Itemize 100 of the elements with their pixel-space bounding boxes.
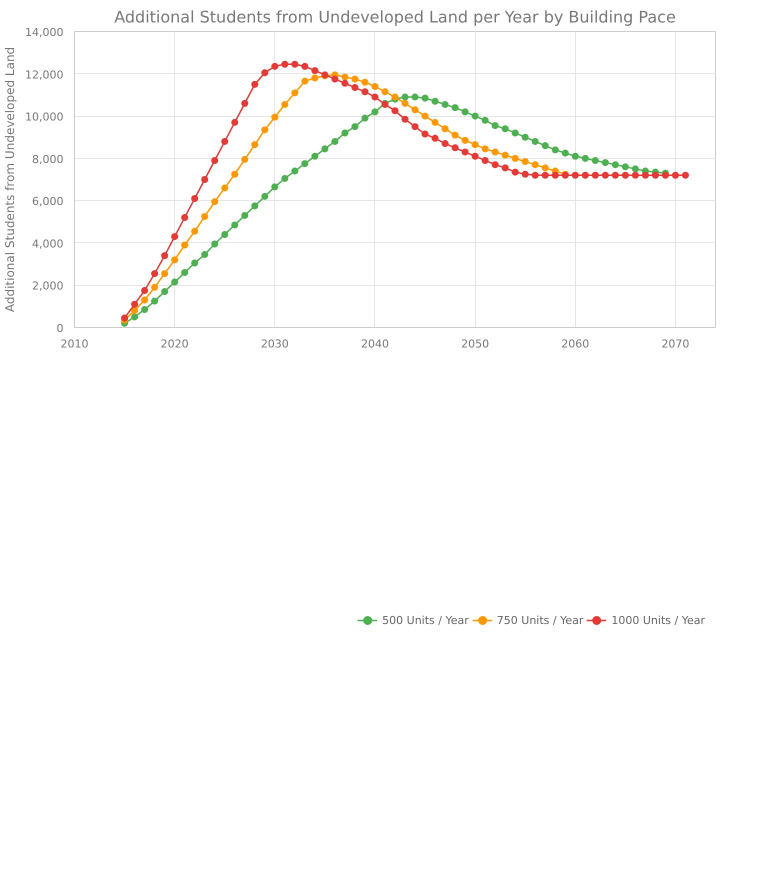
- point: [432, 134, 439, 142]
- point: [251, 202, 258, 210]
- point: [131, 313, 138, 320]
- point: [381, 88, 388, 96]
- point: [181, 214, 188, 222]
- point: [402, 100, 409, 107]
- point: [472, 152, 479, 160]
- point: [141, 287, 148, 294]
- point: [231, 118, 238, 126]
- y-tick-label: 2,000: [32, 280, 64, 293]
- point: [341, 73, 348, 80]
- point: [291, 168, 298, 175]
- point: [622, 172, 629, 179]
- point: [422, 130, 429, 138]
- y-tick-label: 14,000: [25, 26, 64, 39]
- point: [422, 94, 429, 102]
- y-axis-title: Additional Students from Undeveloped Land: [3, 46, 18, 312]
- point: [161, 270, 168, 278]
- point: [181, 269, 188, 276]
- point: [141, 296, 148, 304]
- point: [361, 88, 368, 96]
- point: [241, 100, 248, 107]
- x-tick-label: 2070: [661, 338, 690, 350]
- point: [542, 142, 549, 150]
- point: [231, 221, 238, 228]
- point: [552, 146, 559, 154]
- point: [572, 172, 579, 179]
- point: [482, 156, 489, 164]
- point: [211, 198, 218, 206]
- y-tick-label: 0: [56, 322, 64, 335]
- point: [442, 140, 449, 148]
- point: [261, 126, 268, 134]
- point: [351, 84, 358, 92]
- point: [472, 112, 479, 120]
- point: [442, 125, 449, 132]
- point: [211, 240, 218, 248]
- point: [452, 132, 459, 139]
- point: [472, 141, 479, 148]
- legend-label: 1000 Units / Year: [611, 614, 705, 626]
- y-tick-label: 6,000: [32, 195, 64, 208]
- point: [241, 156, 248, 163]
- x-tick-label: 2020: [160, 338, 189, 350]
- point: [261, 69, 268, 76]
- point: [462, 136, 469, 144]
- point: [462, 148, 469, 156]
- point: [361, 78, 368, 86]
- point: [271, 183, 278, 190]
- point: [261, 192, 268, 200]
- point: [281, 60, 288, 68]
- point: [331, 138, 338, 145]
- point: [161, 252, 168, 260]
- point: [502, 164, 509, 172]
- point: [231, 170, 238, 178]
- x-tick-label: 2060: [561, 338, 590, 350]
- point: [492, 148, 499, 156]
- y-tick-label: 10,000: [25, 110, 64, 124]
- point: [171, 233, 178, 240]
- legend-label: 500 Units / Year: [382, 614, 469, 626]
- point: [452, 104, 459, 112]
- point: [572, 152, 579, 160]
- point: [392, 107, 398, 114]
- point: [281, 174, 288, 182]
- point: [131, 307, 138, 314]
- point: [612, 161, 619, 168]
- point: [331, 76, 338, 83]
- point: [271, 62, 278, 70]
- point: [171, 278, 178, 286]
- point: [151, 284, 158, 291]
- point: [442, 100, 449, 108]
- point: [161, 288, 168, 296]
- point: [432, 118, 439, 126]
- point: [492, 122, 499, 130]
- point: [592, 156, 599, 164]
- point: [432, 98, 439, 105]
- point: [412, 94, 419, 101]
- point: [642, 172, 649, 179]
- point: [191, 260, 198, 267]
- point: [482, 145, 489, 152]
- point: [502, 152, 509, 159]
- point: [412, 106, 419, 114]
- point: [502, 125, 509, 132]
- point: [321, 145, 328, 152]
- point: [532, 161, 539, 168]
- point: [311, 152, 318, 160]
- point: [221, 184, 228, 192]
- point: [652, 172, 659, 179]
- point: [582, 154, 589, 162]
- point: [542, 172, 549, 179]
- point: [251, 80, 258, 88]
- x-tick-label: 2030: [260, 338, 289, 350]
- x-tick-label: 2040: [360, 338, 389, 350]
- point: [311, 74, 318, 82]
- point: [201, 251, 208, 258]
- legend-label: 750 Units / Year: [496, 614, 584, 626]
- point: [361, 114, 368, 122]
- y-tick-label: 4,000: [32, 237, 64, 250]
- point: [602, 159, 609, 166]
- x-tick-label: 2050: [461, 338, 490, 350]
- point: [371, 82, 378, 90]
- point: [552, 172, 559, 179]
